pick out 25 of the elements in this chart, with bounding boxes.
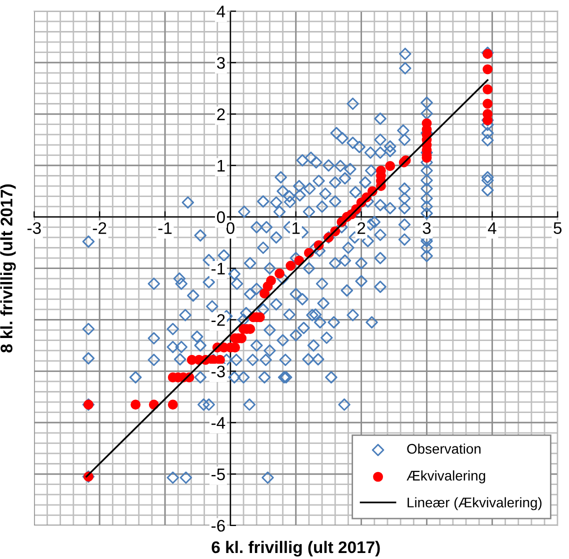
- x-tick-label: 4: [488, 222, 496, 234]
- legend-label: Ækvivalering: [406, 470, 486, 484]
- y-tick-label: -6: [212, 520, 225, 532]
- y-tick-label: -5: [212, 468, 225, 480]
- legend-label: Observation: [407, 444, 480, 454]
- x-axis-title: 6 kl. frivillig (ult 2017): [212, 540, 380, 556]
- x-tick-label: -1: [158, 222, 172, 234]
- y-tick-label: 1: [218, 160, 225, 172]
- x-tick-label: 5: [554, 222, 562, 234]
- x-tick-label: -2: [92, 222, 106, 234]
- y-tick-label: -3: [212, 366, 225, 378]
- y-tick-label: 3: [216, 57, 225, 69]
- y-tick-label: 0: [216, 211, 225, 224]
- x-tick-label: 1: [292, 222, 300, 234]
- legend-label: Lineær (Ækvivalering): [408, 497, 542, 510]
- y-tick-label: -2: [212, 314, 225, 326]
- y-tick-label: -1: [212, 262, 225, 274]
- y-tick-label: 4: [216, 6, 226, 18]
- y-tick-label: 2: [217, 108, 225, 120]
- x-tick-label: 3: [422, 222, 431, 234]
- y-tick-label: -4: [212, 417, 226, 429]
- x-tick-label: 0: [226, 222, 234, 234]
- x-tick-label: -3: [27, 222, 41, 234]
- y-axis-title: 8 kl. frivillig (ult 2017): [0, 184, 16, 353]
- x-tick-label: 2: [358, 222, 366, 234]
